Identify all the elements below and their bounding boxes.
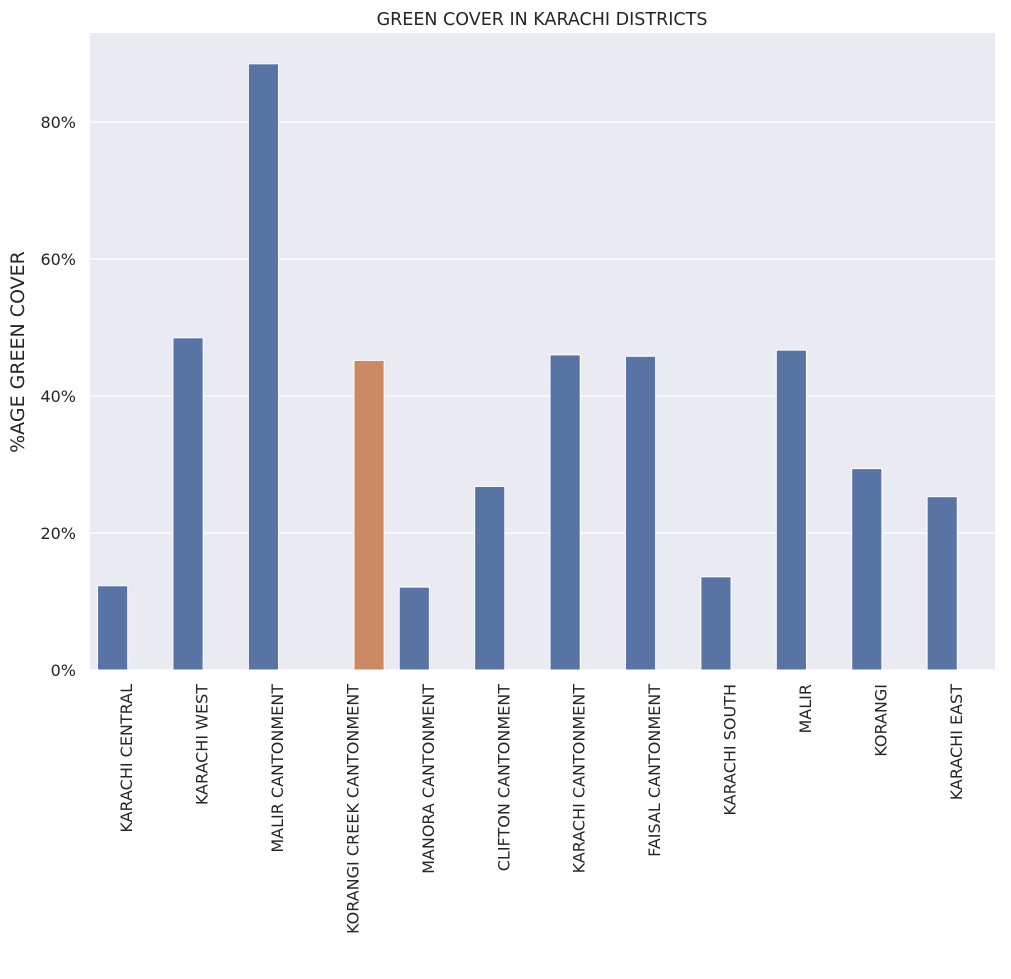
x-tick-label: MALIR CANTONMENT bbox=[268, 684, 287, 853]
x-tick-label: MANORA CANTONMENT bbox=[419, 684, 438, 874]
chart-title: GREEN COVER IN KARACHI DISTRICTS bbox=[377, 10, 708, 30]
bar bbox=[172, 337, 204, 671]
x-tick-label: MALIR bbox=[796, 684, 815, 734]
bar bbox=[624, 355, 657, 671]
bars bbox=[97, 63, 958, 671]
y-tick-label: 40% bbox=[40, 387, 76, 406]
bar bbox=[398, 586, 430, 671]
y-tick-label: 0% bbox=[51, 661, 76, 680]
x-tick-label: KARACHI CANTONMENT bbox=[570, 684, 589, 874]
bar bbox=[97, 585, 129, 671]
bar bbox=[474, 485, 506, 671]
x-tick-label: KORANGI bbox=[871, 684, 890, 757]
bar bbox=[926, 496, 958, 671]
bar bbox=[247, 63, 280, 671]
y-tick-labels: 0% 20% 40% 60% 80% bbox=[40, 113, 76, 680]
x-tick-label: KARACHI WEST bbox=[193, 684, 212, 805]
bar bbox=[775, 349, 807, 671]
bar bbox=[549, 354, 581, 671]
y-tick-label: 60% bbox=[40, 250, 76, 269]
bar bbox=[700, 576, 732, 671]
x-tick-label: KARACHI EAST bbox=[947, 684, 966, 801]
x-tick-label: KARACHI CENTRAL bbox=[117, 684, 136, 833]
bar bbox=[851, 468, 883, 671]
plot-background bbox=[90, 33, 995, 670]
x-tick-label: CLIFTON CANTONMENT bbox=[494, 684, 513, 871]
gridlines bbox=[90, 121, 995, 671]
x-tick-label: KORANGI CREEK CANTONMENT bbox=[343, 684, 362, 934]
y-tick-label: 20% bbox=[40, 524, 76, 543]
x-tick-labels: KARACHI CENTRAL KARACHI WEST MALIR CANTONM… bbox=[117, 684, 966, 934]
y-tick-label: 80% bbox=[40, 113, 76, 132]
bar bbox=[353, 359, 385, 671]
x-tick-label: KARACHI SOUTH bbox=[721, 684, 740, 816]
x-tick-label: FAISAL CANTONMENT bbox=[645, 684, 664, 857]
y-axis-label: %AGE GREEN COVER bbox=[7, 251, 29, 453]
